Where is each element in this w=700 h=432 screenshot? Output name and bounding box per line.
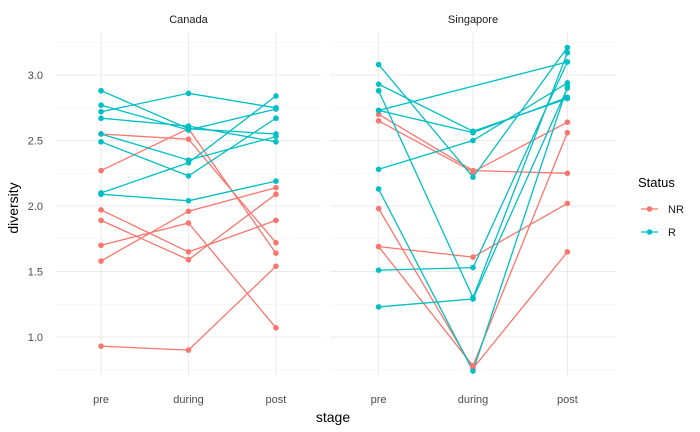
data-point-r xyxy=(375,87,382,94)
data-point-r xyxy=(564,44,571,51)
x-tick-label: pre xyxy=(371,394,387,406)
y-axis-title: diversity xyxy=(5,182,21,233)
data-point-r xyxy=(273,104,279,111)
data-point-nr xyxy=(273,217,279,224)
facet-label: Canada xyxy=(169,14,208,26)
data-point-r xyxy=(375,304,382,310)
data-point-r xyxy=(98,102,104,108)
data-point-r xyxy=(98,191,104,198)
data-point-nr xyxy=(98,242,104,249)
data-point-r xyxy=(564,49,571,56)
data-point-nr xyxy=(98,167,104,174)
data-point-r xyxy=(375,267,382,273)
y-tick-label: 2.0 xyxy=(28,201,43,213)
data-point-r xyxy=(185,173,192,179)
data-point-nr xyxy=(98,343,104,349)
data-point-r xyxy=(98,87,104,94)
facet-label: Singapore xyxy=(448,14,498,26)
data-point-nr xyxy=(375,205,382,212)
data-point-r xyxy=(98,108,104,115)
data-point-nr xyxy=(273,184,279,191)
data-point-r xyxy=(564,80,571,86)
x-tick-label: pre xyxy=(93,394,109,406)
data-point-nr xyxy=(98,258,104,264)
data-point-r xyxy=(564,94,571,101)
data-point-r xyxy=(470,137,476,144)
grid-layer xyxy=(56,33,616,376)
data-point-nr xyxy=(185,136,192,142)
legend-label: NR xyxy=(668,204,684,216)
legend: Status NR R xyxy=(638,175,684,239)
data-point-r xyxy=(273,93,279,99)
data-point-r xyxy=(470,368,476,374)
data-point-nr xyxy=(273,239,279,246)
legend-key-point xyxy=(646,206,653,212)
y-tick-label: 2.5 xyxy=(28,136,43,148)
data-point-r xyxy=(185,123,192,129)
x-tick-label: during xyxy=(458,394,489,406)
x-axis-title: stage xyxy=(316,409,350,425)
series-lines-layer xyxy=(100,47,569,373)
labels-layer: Canada pre during post 1.0 1.5 2.0 2.5 3.0 Singap… xyxy=(28,14,578,406)
data-point-r xyxy=(375,61,382,68)
data-point-r xyxy=(375,81,382,87)
data-point-nr xyxy=(375,118,382,124)
data-point-nr xyxy=(470,169,476,175)
data-point-r xyxy=(273,178,279,184)
data-point-r xyxy=(470,296,476,302)
y-tick-label: 1.0 xyxy=(28,332,43,344)
data-point-r xyxy=(375,186,382,192)
data-point-nr xyxy=(185,208,192,215)
data-point-r xyxy=(470,174,476,180)
data-point-nr xyxy=(470,254,476,260)
data-point-r xyxy=(273,139,279,145)
data-point-r xyxy=(98,131,104,137)
data-point-nr xyxy=(564,129,571,136)
legend-items: NR R xyxy=(641,204,684,239)
data-point-nr xyxy=(185,220,192,226)
data-point-nr xyxy=(375,111,382,118)
data-point-r xyxy=(375,166,382,173)
data-point-r xyxy=(375,107,382,114)
data-point-r xyxy=(185,90,192,97)
points-layer xyxy=(98,44,571,374)
data-point-nr xyxy=(273,191,279,198)
data-point-r xyxy=(98,139,104,145)
data-point-nr xyxy=(564,119,571,125)
data-point-nr xyxy=(185,347,192,353)
data-point-r xyxy=(185,159,192,166)
data-point-r xyxy=(273,133,279,140)
data-point-nr xyxy=(564,249,571,255)
legend-title: Status xyxy=(638,175,675,190)
data-point-nr xyxy=(564,200,571,207)
data-point-nr xyxy=(273,250,279,256)
data-point-r xyxy=(185,127,192,133)
legend-key-point xyxy=(646,229,653,235)
data-point-r xyxy=(470,264,476,271)
data-point-r xyxy=(564,85,571,91)
data-point-nr xyxy=(273,325,279,331)
data-point-nr xyxy=(98,207,104,213)
data-point-nr xyxy=(470,363,476,369)
data-point-r xyxy=(185,197,192,204)
series-line-r xyxy=(378,61,568,112)
legend-label: R xyxy=(668,227,676,239)
data-point-nr xyxy=(185,256,192,263)
data-point-r xyxy=(273,115,279,122)
data-point-nr xyxy=(564,170,571,177)
data-point-nr xyxy=(185,249,192,255)
x-tick-label: post xyxy=(557,394,578,406)
data-point-r xyxy=(564,59,571,65)
data-point-nr xyxy=(375,243,382,250)
data-point-r xyxy=(98,115,104,122)
data-point-r xyxy=(470,129,476,136)
y-tick-label: 1.5 xyxy=(28,267,43,279)
y-tick-label: 3.0 xyxy=(28,70,43,82)
x-tick-label: post xyxy=(266,394,287,406)
x-tick-label: during xyxy=(173,394,204,406)
data-point-nr xyxy=(273,263,279,270)
data-point-nr xyxy=(98,217,104,224)
